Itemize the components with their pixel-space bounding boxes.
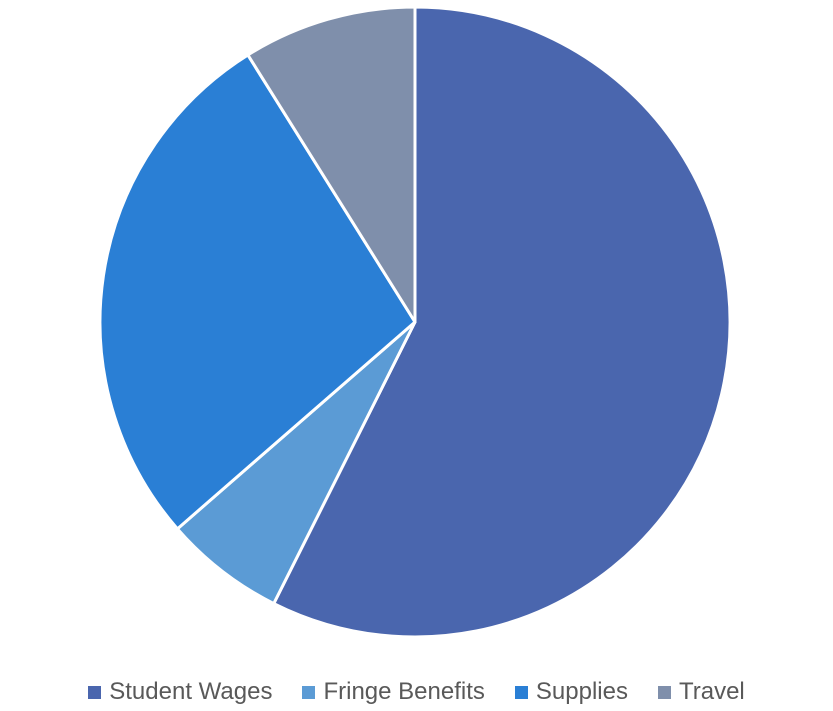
legend-label-travel: Travel [678,678,745,705]
pie-slice-travel [246,5,417,324]
pie-slices [98,5,732,639]
pie-chart [98,5,732,639]
legend-item-student-wages: Student Wages [88,678,272,706]
legend-swatch-fringe-benefits [302,685,316,699]
legend-item-fringe-benefits: Fringe Benefits [302,678,485,706]
legend-label-supplies: Supplies [535,678,628,705]
legend-swatch-travel [657,685,671,699]
legend-label-fringe-benefits: Fringe Benefits [323,678,485,705]
pie-slice-student-wages [272,5,732,639]
legend-swatch-supplies [514,685,528,699]
legend-label-student-wages: Student Wages [109,678,273,705]
pie-slice-fringe-benefits [175,320,417,606]
legend: Student Wages Fringe Benefits Supplies T… [0,674,833,710]
legend-item-travel: Travel [657,678,745,706]
legend-item-supplies: Supplies [514,678,628,706]
pie-slice-supplies [98,53,417,531]
legend-swatch-student-wages [88,685,102,699]
